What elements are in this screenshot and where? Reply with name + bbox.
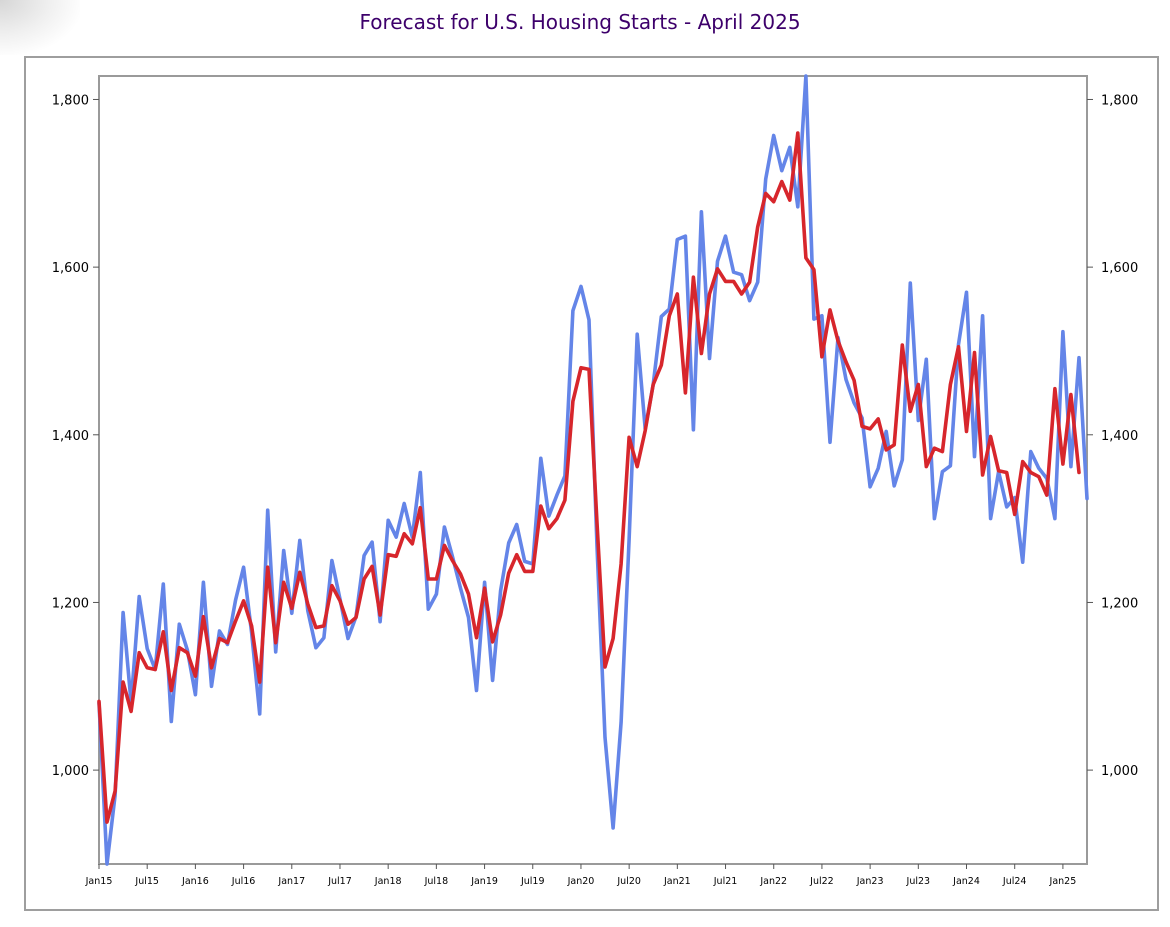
- x-tick-label: Jul22: [809, 876, 834, 887]
- y-tick-label-right: 1,400: [1101, 429, 1138, 444]
- x-tick-label: Jul18: [424, 876, 449, 887]
- x-tick-label: Jan24: [952, 876, 980, 887]
- x-tick-label: Jan16: [181, 876, 209, 887]
- y-tick-label-left: 1,400: [52, 429, 89, 444]
- x-axis: Jan15 Jul15 Jan16 Jul16 Jan17 Jul17 Jan18 Jul18…: [85, 864, 1077, 887]
- x-tick-label: Jul16: [231, 876, 256, 887]
- series-group: [97, 74, 1089, 866]
- y-tick-label-left: 1,800: [52, 93, 89, 108]
- x-tick-label: Jan23: [856, 876, 884, 887]
- x-tick-label: Jan25: [1049, 876, 1077, 887]
- corner-shading: [0, 0, 80, 55]
- x-tick-label: Jul20: [616, 876, 641, 887]
- y-tick-label-left: 1,600: [52, 261, 89, 276]
- y-tick-label-left: 1,200: [52, 596, 89, 611]
- series-line-forecast: [97, 131, 1081, 824]
- chart-title: Forecast for U.S. Housing Starts - April…: [359, 10, 801, 34]
- x-tick-label: Jan17: [277, 876, 305, 887]
- x-tick-label: Jul19: [520, 876, 545, 887]
- x-tick-label: Jul17: [327, 876, 352, 887]
- x-tick-label: Jul23: [906, 876, 931, 887]
- x-tick-label: Jan22: [759, 876, 787, 887]
- x-tick-label: Jul24: [1002, 876, 1027, 887]
- y-axes: 1,000 1,000 1,200 1,200 1,400 1,400 1,600 1,600…: [52, 93, 1138, 779]
- x-tick-label: Jan20: [567, 876, 595, 887]
- y-tick-label-right: 1,800: [1101, 93, 1138, 108]
- x-tick-label: Jul21: [713, 876, 738, 887]
- x-tick-label: Jan15: [85, 876, 113, 887]
- y-tick-label-right: 1,200: [1101, 596, 1138, 611]
- x-tick-label: Jan18: [374, 876, 402, 887]
- x-tick-label: Jan19: [470, 876, 498, 887]
- y-tick-label-right: 1,000: [1101, 764, 1138, 779]
- x-tick-label: Jan21: [663, 876, 691, 887]
- x-tick-label: Jul15: [134, 876, 159, 887]
- y-tick-label-right: 1,600: [1101, 261, 1138, 276]
- y-tick-label-left: 1,000: [52, 764, 89, 779]
